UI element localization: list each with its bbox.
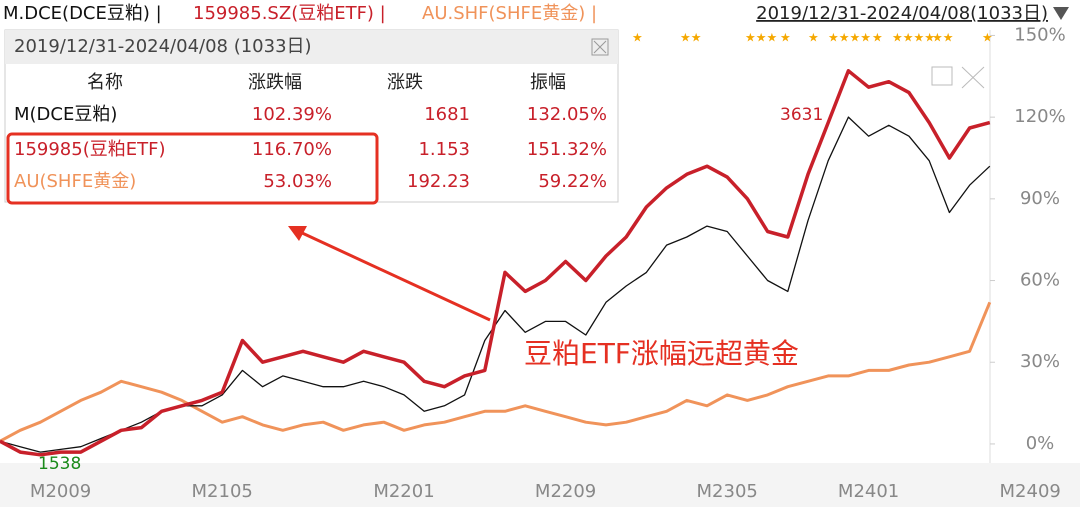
date-range: 2019/12/31-2024/04/08(1033日) [756,3,1048,24]
cell-value: 151.32% [527,139,607,160]
series-line [0,301,992,443]
svg-text:★: ★ [982,31,993,45]
cell-value: 1.153 [418,139,470,160]
legend-item: AU.SHF(SHFE黄金) | [422,3,597,24]
svg-text:★★★: ★★★ [745,31,777,45]
x-tick-label: M2209 [535,481,596,502]
legend-item: M.DCE(DCE豆粕) | [3,3,162,24]
x-tick-label: M2305 [697,481,758,502]
svg-text:★: ★ [632,31,643,45]
x-tick-label: M2009 [30,481,91,502]
cell-value: 132.05% [527,104,607,125]
window-icons[interactable] [931,66,985,89]
highlight-box [6,132,379,205]
svg-text:★: ★ [808,31,819,45]
legend-item: 159985.SZ(豆粕ETF) | [193,3,386,24]
column-header: 振幅 [530,72,566,93]
row-name: AU(SHFE黄金) [14,171,136,192]
cell-value: 102.39% [252,104,332,125]
table-title: 2019/12/31-2024/04/08 (1033日) [14,36,312,57]
x-axis-band [0,463,1080,507]
x-tick-label: M2409 [1000,481,1061,502]
cell-value: 59.22% [538,171,607,192]
cell-value: 53.03% [263,171,332,192]
column-header: 涨跌 [387,72,423,93]
x-tick-label: M2201 [373,481,434,502]
row-name: M(DCE豆粕) [14,104,117,125]
x-tick-label: M2105 [192,481,253,502]
svg-text:★: ★ [780,31,791,45]
row-name: 159985(豆粕ETF) [14,139,165,160]
y-tick-label: 30% [1020,351,1060,372]
y-tick-label: 90% [1020,188,1060,209]
cell-value: 116.70% [252,139,332,160]
close-icon[interactable] [591,38,609,56]
annotation: 豆粕ETF涨幅远超黄金 [524,337,799,370]
svg-text:★★: ★★ [680,31,702,45]
cell-value: 192.23 [407,171,470,192]
y-tick-label: 60% [1020,270,1060,291]
arrow [299,230,491,322]
stats-table: 2019/12/31-2024/04/08 (1033日) 名称 涨跌幅 涨跌 … [4,29,619,203]
cell-value: 1681 [424,104,470,125]
x-tick-label: M2401 [838,481,899,502]
svg-text:★★★★: ★★★★ [892,31,935,45]
price-label: 3631 [780,105,823,125]
y-tick-label: 0% [1026,433,1055,454]
series-line [0,69,991,457]
price-label: 1538 [38,454,81,474]
arrow-head [288,226,307,241]
svg-text:★★★★: ★★★★ [828,31,871,45]
y-tick-label: 150% [1014,24,1065,45]
star-icons: ★ ★★ ★★★ ★ ★ ★★★★ ★ ★★★★ ★★ ★ [632,31,993,45]
column-header: 名称 [87,72,123,93]
y-tick-label: 120% [1014,106,1065,127]
svg-text:★: ★ [872,31,883,45]
dropdown-icon[interactable] [1053,7,1069,20]
column-header: 涨跌幅 [248,72,302,93]
svg-text:★★: ★★ [932,31,954,45]
